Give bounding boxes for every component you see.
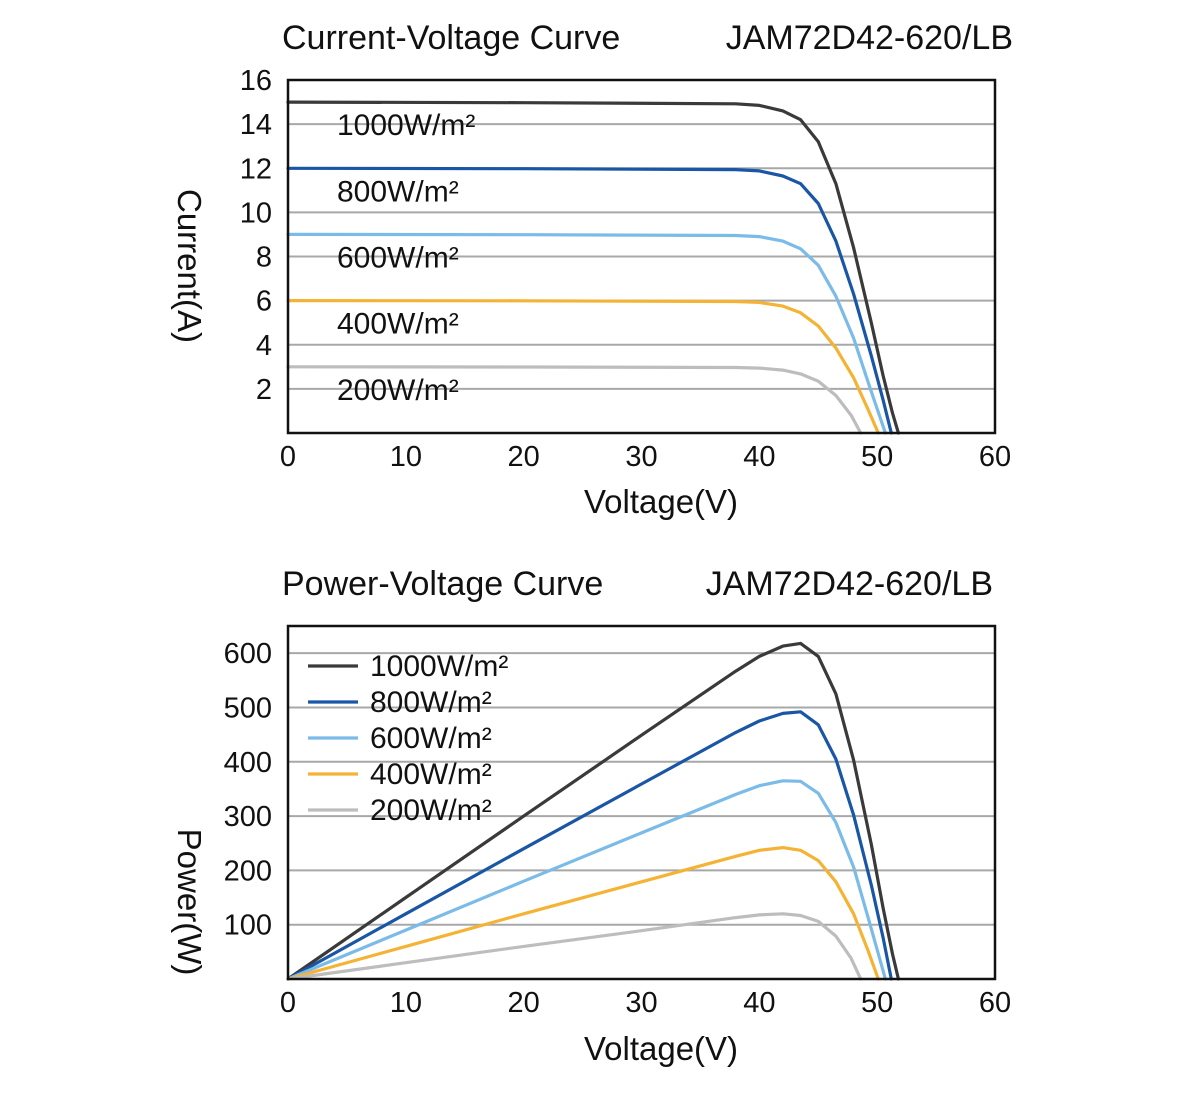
x-axis-label: Voltage(V) — [584, 483, 738, 520]
series-line — [286, 232, 888, 435]
series-label: 1000W/m² — [337, 109, 475, 142]
y-axis-label: Current(A) — [171, 189, 208, 343]
y-tick-label: 10 — [240, 197, 272, 229]
y-tick-label: 400 — [224, 747, 272, 779]
x-tick-label: 60 — [979, 441, 1011, 473]
plot-frame — [286, 624, 997, 981]
x-tick-label: 10 — [390, 441, 422, 473]
x-tick-label: 10 — [390, 987, 422, 1019]
x-tick-label: 20 — [508, 441, 540, 473]
y-tick-label: 14 — [240, 109, 272, 141]
series-label: 400W/m² — [337, 308, 459, 341]
series-label: 800W/m² — [337, 175, 459, 208]
x-tick-label: 40 — [743, 441, 775, 473]
y-tick-label: 2 — [256, 374, 272, 406]
legend-label: 1000W/m² — [370, 650, 508, 683]
x-tick-label: 0 — [280, 441, 296, 473]
y-tick-label: 200 — [224, 855, 272, 887]
y-axis-label: Power(W) — [171, 829, 208, 976]
y-tick-label: 600 — [224, 638, 272, 670]
series-label: 600W/m² — [337, 241, 459, 274]
chart-title: Current-Voltage Curve — [282, 19, 620, 57]
y-tick-label: 6 — [256, 286, 272, 318]
power-voltage-chart: Power-Voltage Curve JAM72D42-620/LB Volt… — [0, 550, 1200, 1100]
x-axis-label: Voltage(V) — [584, 1030, 738, 1067]
series-line — [286, 166, 893, 435]
x-tick-label: 20 — [508, 987, 540, 1019]
legend-label: 800W/m² — [370, 686, 492, 719]
series-line — [286, 912, 863, 981]
power-voltage-plot: Power-Voltage Curve JAM72D42-620/LB Volt… — [171, 565, 1011, 1067]
legend-label: 400W/m² — [370, 758, 492, 791]
y-tick-label: 4 — [256, 330, 272, 362]
x-tick-label: 0 — [280, 987, 296, 1019]
series-line — [286, 365, 863, 435]
x-tick-label: 50 — [861, 441, 893, 473]
series-line — [286, 641, 901, 981]
model-name: JAM72D42-620/LB — [706, 565, 993, 603]
y-tick-label: 300 — [224, 801, 272, 833]
legend-label: 600W/m² — [370, 722, 492, 755]
series-label: 200W/m² — [337, 374, 459, 407]
x-tick-label: 60 — [979, 987, 1011, 1019]
plot-frame — [286, 78, 997, 435]
y-tick-label: 16 — [240, 65, 272, 97]
y-tick-label: 500 — [224, 692, 272, 724]
y-tick-label: 100 — [224, 910, 272, 942]
current-voltage-chart: Current-Voltage Curve JAM72D42-620/LB Vo… — [0, 0, 1200, 550]
series-line — [286, 299, 880, 435]
series-line — [286, 710, 893, 981]
x-tick-label: 30 — [625, 441, 657, 473]
model-name: JAM72D42-620/LB — [726, 19, 1013, 57]
y-tick-label: 12 — [240, 153, 272, 185]
series-line — [286, 846, 880, 981]
x-tick-label: 50 — [861, 987, 893, 1019]
series-line — [286, 779, 888, 981]
series-line — [286, 100, 901, 435]
x-tick-label: 40 — [743, 987, 775, 1019]
legend-label: 200W/m² — [370, 794, 492, 827]
x-tick-label: 30 — [625, 987, 657, 1019]
y-tick-label: 8 — [256, 242, 272, 274]
chart-title: Power-Voltage Curve — [282, 565, 603, 603]
current-voltage-plot: Current-Voltage Curve JAM72D42-620/LB Vo… — [171, 19, 1013, 520]
